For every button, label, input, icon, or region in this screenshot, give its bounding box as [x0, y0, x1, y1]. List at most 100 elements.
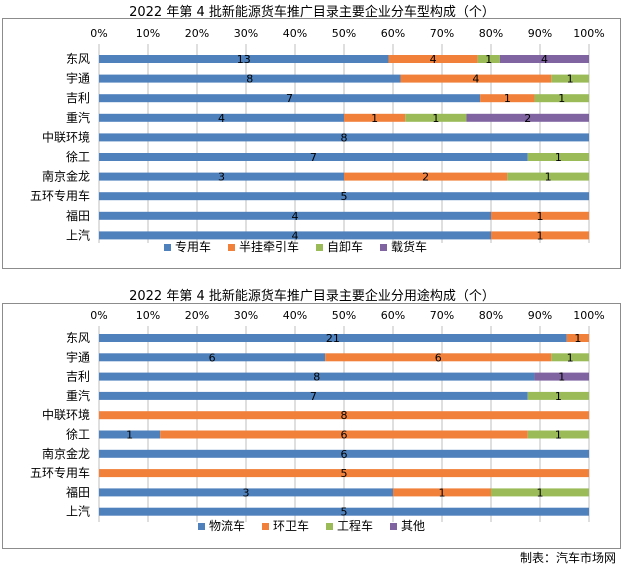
bar-segment	[534, 94, 589, 103]
chart-panel-1: 0% 10% 20% 30% 40% 50% 60% 70% 80% 90% 100% 东风 13 4 1 4…	[2, 18, 621, 269]
category-label: 中联环境	[42, 129, 90, 144]
data-label: 4	[292, 210, 299, 223]
bar-segment	[551, 353, 589, 362]
bar-segment	[99, 488, 393, 497]
category-label: 吉利	[66, 370, 90, 384]
bar-segment	[527, 391, 589, 400]
bar-segment	[99, 353, 326, 362]
x-tick-label: 50%	[332, 309, 356, 322]
x-tick-label: 60%	[381, 309, 405, 322]
data-label: 1	[432, 112, 439, 125]
category-label: 宇通	[66, 350, 90, 364]
bar-segment	[99, 153, 528, 161]
category-label: 五环专用车	[30, 188, 90, 203]
bar-segment	[99, 411, 589, 420]
bar-segment	[99, 211, 491, 220]
data-label: 1	[485, 53, 492, 66]
chart-panel-2: 0% 10% 20% 30% 40% 50% 60% 70% 80% 90% 100% 东风 21 1 宇通…	[2, 303, 621, 549]
bar-segment	[99, 55, 389, 63]
legend-label: 载货车	[391, 239, 427, 254]
x-tick-label: 10%	[136, 309, 160, 322]
chart-2: 0% 10% 20% 30% 40% 50% 60% 70% 80% 90% 100% 东风 21 1 宇通…	[30, 309, 605, 533]
category-label: 五环专用车	[30, 465, 90, 480]
bar-segment	[344, 172, 508, 181]
data-label: 1	[371, 112, 378, 125]
bar-segment	[527, 430, 589, 439]
data-label: 4	[430, 53, 437, 66]
x-tick-label: 0%	[90, 27, 107, 40]
x-tick-label: 70%	[430, 309, 454, 322]
bar-segment	[491, 211, 589, 220]
bar-segment	[99, 334, 567, 342]
data-label: 5	[341, 506, 348, 519]
legend-label: 工程车	[337, 518, 373, 533]
legend-label: 物流车	[209, 518, 245, 533]
x-tick-label: 0%	[90, 309, 107, 322]
legend-swatch	[380, 244, 387, 251]
bar-segment	[325, 353, 552, 362]
data-label: 13	[237, 53, 251, 66]
category-label: 福田	[66, 484, 90, 499]
legend-swatch	[198, 523, 205, 530]
data-label: 2	[524, 112, 531, 125]
bar-segment	[99, 391, 528, 400]
x-tick-label: 60%	[381, 27, 405, 40]
bar-segment	[566, 334, 589, 342]
legend-label: 专用车	[175, 239, 211, 254]
data-label: 6	[341, 448, 348, 461]
data-label: 1	[537, 486, 544, 499]
bar-segment	[477, 55, 500, 63]
bar-segment	[527, 153, 589, 161]
bar-segment	[400, 74, 552, 83]
x-tick-label: 40%	[283, 27, 307, 40]
category-label: 中联环境	[42, 407, 90, 422]
data-label: 4	[218, 112, 225, 125]
data-label: 1	[574, 332, 581, 345]
category-label: 重汽	[66, 388, 90, 403]
data-label: 1	[439, 486, 446, 499]
bar-segment	[534, 372, 589, 381]
data-label: 8	[313, 371, 320, 384]
data-label: 4	[541, 53, 548, 66]
bar-segment	[393, 488, 491, 497]
data-label: 3	[243, 486, 250, 499]
legend-swatch	[326, 523, 333, 530]
bar-segment	[99, 192, 589, 201]
category-label: 宇通	[66, 72, 90, 86]
data-label: 1	[558, 371, 565, 384]
legend-swatch	[164, 244, 171, 251]
x-tick-label: 40%	[283, 309, 307, 322]
x-tick-label: 80%	[479, 27, 503, 40]
data-label: 6	[341, 429, 348, 442]
data-label: 7	[310, 390, 317, 403]
x-tick-label: 90%	[528, 27, 552, 40]
category-label: 重汽	[66, 110, 90, 125]
bar-segment	[99, 449, 589, 458]
bar-segment	[507, 172, 589, 181]
x-tick-label: 20%	[185, 27, 209, 40]
legend-swatch	[262, 523, 269, 530]
bar-segment	[99, 172, 344, 181]
category-label: 徐工	[66, 149, 90, 164]
bar-segment	[99, 113, 344, 122]
bar-segment	[99, 94, 481, 103]
data-label: 7	[286, 92, 293, 105]
bar-segment	[99, 133, 589, 142]
legend-swatch	[390, 523, 397, 530]
bar-segment	[551, 74, 589, 83]
category-label: 上汽	[66, 504, 90, 519]
data-label: 1	[555, 390, 562, 403]
data-label: 6	[435, 351, 442, 364]
category-label: 东风	[66, 52, 90, 66]
x-tick-label: 80%	[479, 309, 503, 322]
data-label: 6	[209, 351, 216, 364]
legend-label: 环卫车	[273, 518, 309, 533]
bar-segment	[344, 113, 406, 122]
data-label: 4	[472, 73, 479, 86]
data-label: 1	[537, 229, 544, 242]
chart-title-1: 2022 年第 4 批新能源货车推广目录主要企业分车型构成（个）	[129, 5, 495, 20]
data-label: 1	[567, 351, 574, 364]
data-label: 8	[341, 409, 348, 422]
category-label: 吉利	[66, 91, 90, 105]
x-tick-label: 90%	[528, 309, 552, 322]
